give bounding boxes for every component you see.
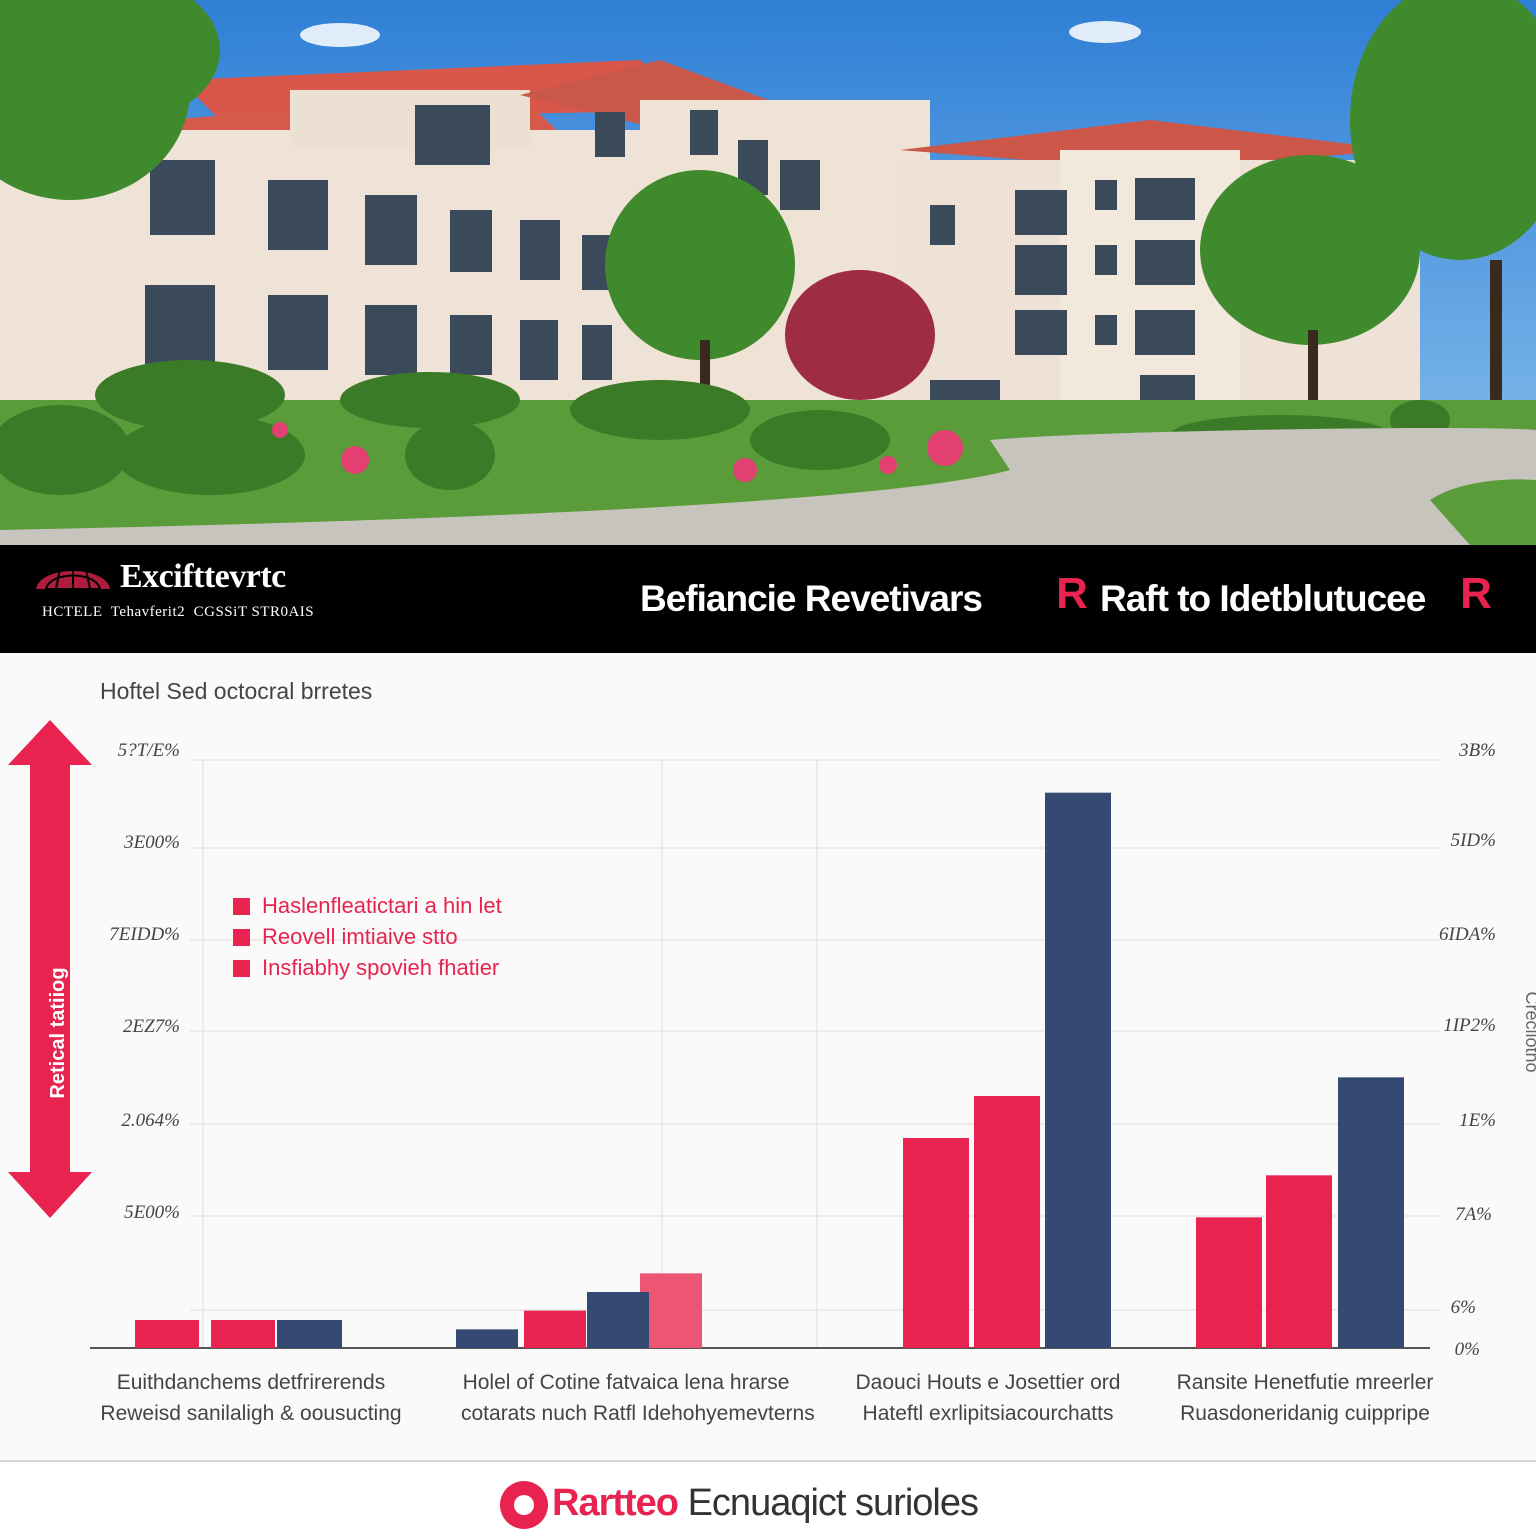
legend-swatch (233, 928, 250, 946)
bar-2 (211, 1320, 275, 1348)
legend-label: Haslenfleatictari a hin let (262, 893, 502, 918)
bar-1 (524, 1310, 586, 1348)
bar-group (135, 792, 1404, 1348)
bar-extra (277, 1320, 341, 1348)
y-tick-left: 2.064% (121, 1110, 180, 1131)
x-category-label: Daouci Houts e Josettier ord Hateftl exr… (823, 1367, 1153, 1429)
legend-label: Insfiabhy spovieh fhatier (262, 955, 500, 980)
footer-brand: Rartteo Ecnuaqict surioles (552, 1482, 979, 1525)
x-category-line: Holel of Cotine fatvaica lena hrarse (462, 1371, 790, 1394)
x-category-line: Hateftl exrlipitsiacourchatts (862, 1402, 1114, 1425)
bar-3 (1045, 792, 1111, 1348)
legend-swatch (233, 959, 250, 977)
bar-3 (1338, 1077, 1404, 1348)
bar-1 (1196, 1217, 1262, 1348)
title-banner (0, 545, 1536, 653)
x-category-line: Reweisd sanilaligh & oousucting (100, 1402, 402, 1425)
footer-divider (0, 1460, 1536, 1462)
x-category-line: Ruasdoneridanig cuippripe (1180, 1402, 1430, 1425)
r-badge-icon: R (1056, 569, 1088, 618)
legend-swatch (233, 897, 250, 915)
y-tick-right: 6IDA% (1439, 924, 1496, 945)
r-badge-icon: R (1460, 569, 1492, 618)
bar-1 (903, 1138, 969, 1348)
x-category-label: Holel of Cotine fatvaica lena hrarse cot… (461, 1367, 815, 1429)
y-tick-right: 0% (1454, 1339, 1480, 1360)
x-category-line: Daouci Houts e Josettier ord (855, 1371, 1121, 1394)
brand-tagline: HCTELE Tehavferit2 CGSSiT STR0AIS (42, 604, 315, 620)
x-category-label: Ransite Henetfutie mreerler Ruasdonerida… (1140, 1367, 1470, 1429)
gridlines (90, 759, 1440, 1349)
y-tick-left: 5E00% (124, 1202, 180, 1223)
x-category-label: Euithdanchems detfrirerends Reweisd sani… (86, 1367, 416, 1429)
footer-brand-accent: Rartteo (552, 1482, 679, 1524)
chart-title: Hoftel Sed octocral brretes (100, 678, 373, 704)
brand-name: Excifttevrtc (120, 558, 286, 595)
y-tick-right: 1E% (1459, 1110, 1496, 1131)
bar-2 (1266, 1175, 1332, 1348)
footer-logo-icon (500, 1481, 548, 1529)
legend-item: Reovell imtiaive stto (233, 924, 458, 949)
y-tick-right: 3B% (1459, 740, 1496, 761)
double-arrow-icon (8, 720, 92, 1218)
y-axis-label-right: Crecilotho (1522, 991, 1536, 1073)
y-tick-right: 1IP2% (1443, 1015, 1496, 1036)
y-tick-left: 2EZ7% (123, 1016, 180, 1037)
bar-3 (456, 1329, 518, 1348)
x-category-line: cotarats nuch Ratfl Idehohyemevterns (461, 1402, 815, 1425)
footer-brand-rest: Ecnuaqict surioles (678, 1482, 979, 1524)
bar-1 (135, 1320, 199, 1348)
banner-headline-right: Raft to Idetblutucee (1100, 578, 1426, 619)
y-tick-right: 6% (1450, 1297, 1476, 1318)
legend-item: Haslenfleatictari a hin let (233, 893, 502, 918)
bar-chart (0, 653, 1536, 1460)
y-tick-left: 5?T/E% (117, 740, 180, 761)
legend-item: Insfiabhy spovieh fhatier (233, 955, 500, 980)
y-axis-label-left: Retical tatiiog (46, 967, 69, 1099)
x-category-line: Ransite Henetfutie mreerler (1176, 1371, 1434, 1394)
y-tick-left: 3E00% (124, 832, 180, 853)
y-tick-left: 7EIDD% (109, 924, 180, 945)
bar-2 (974, 1096, 1040, 1348)
bar-extra (587, 1292, 649, 1348)
hotel-hero-image (0, 0, 1536, 545)
banner-headline-left: Befiancie Revetivars (640, 578, 983, 619)
legend-label: Reovell imtiaive stto (262, 924, 458, 949)
y-tick-right: 5ID% (1450, 830, 1496, 851)
y-tick-right: 7A% (1455, 1204, 1492, 1225)
x-category-line: Euithdanchems detfrirerends (116, 1371, 386, 1394)
bar-2 (640, 1273, 702, 1348)
brand-logo-icon (36, 567, 110, 590)
